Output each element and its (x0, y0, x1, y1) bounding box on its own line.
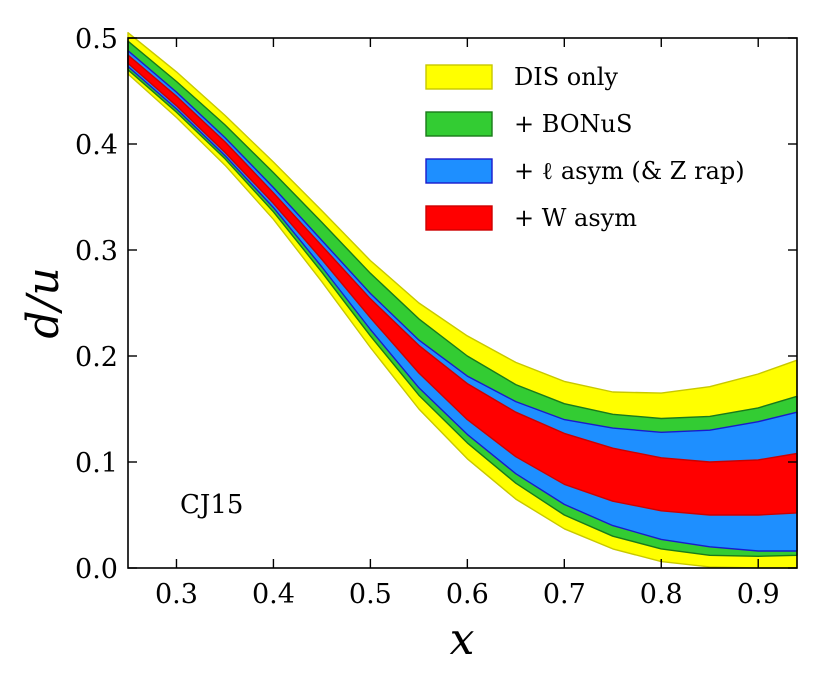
y-tick-label: 0.5 (75, 24, 118, 55)
y-tick-label: 0.4 (75, 130, 118, 161)
legend: DIS only + BONuS + ℓ asym (& Z rap) + W asy… (425, 63, 745, 232)
legend-swatch (425, 111, 493, 137)
x-axis-title: x (450, 614, 475, 665)
y-tick-label: 0.2 (75, 342, 118, 373)
x-tick-label: 0.8 (640, 579, 683, 610)
y-tick-label: 0.0 (75, 554, 118, 585)
annotation-label: CJ15 (180, 490, 243, 520)
x-tick-label: 0.6 (446, 579, 489, 610)
x-tick-label: 0.3 (155, 579, 198, 610)
x-tick-label: 0.5 (349, 579, 392, 610)
legend-label: + ℓ asym (& Z rap) (514, 157, 745, 185)
legend-swatch (425, 158, 493, 184)
y-tick-label: 0.3 (75, 236, 118, 267)
legend-swatch (425, 205, 493, 231)
legend-swatch (425, 64, 493, 90)
legend-label: + W asym (514, 204, 637, 232)
x-tick-label: 0.7 (543, 579, 586, 610)
y-tick-label: 0.1 (75, 448, 118, 479)
x-tick-label: 0.9 (737, 579, 780, 610)
y-axis-title: d/u (18, 267, 69, 338)
x-tick-label: 0.4 (252, 579, 295, 610)
legend-label: + BONuS (514, 110, 632, 138)
plot-frame (127, 37, 798, 569)
legend-label: DIS only (514, 63, 618, 91)
axis-ticks: 0.3 0.4 0.5 0.6 0.7 0.8 0.9 0.0 0.1 0.2 0.3 0.4 0.5 (75, 24, 797, 610)
